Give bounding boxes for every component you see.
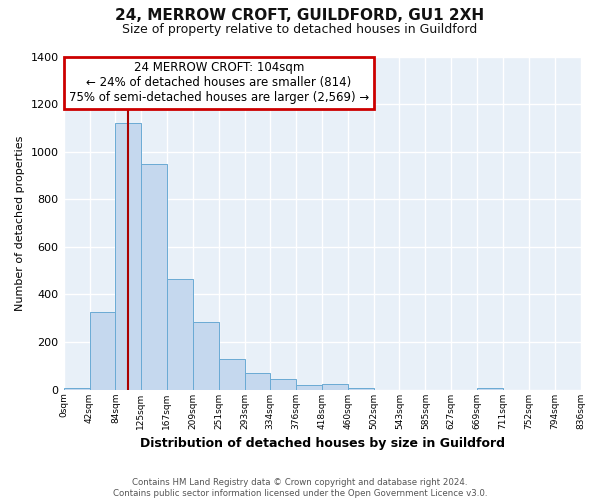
Bar: [322, 384, 348, 390]
Bar: [296, 385, 322, 390]
Text: Size of property relative to detached houses in Guildford: Size of property relative to detached ho…: [122, 22, 478, 36]
Bar: [348, 388, 374, 390]
Bar: [193, 322, 219, 390]
Bar: [115, 123, 141, 390]
X-axis label: Distribution of detached houses by size in Guildford: Distribution of detached houses by size …: [140, 437, 505, 450]
Bar: [477, 388, 503, 390]
Text: Contains HM Land Registry data © Crown copyright and database right 2024.
Contai: Contains HM Land Registry data © Crown c…: [113, 478, 487, 498]
Bar: [167, 279, 193, 390]
Y-axis label: Number of detached properties: Number of detached properties: [15, 136, 25, 310]
Bar: [89, 312, 115, 390]
Bar: [219, 358, 245, 390]
Bar: [141, 164, 167, 390]
Text: 24 MERROW CROFT: 104sqm
← 24% of detached houses are smaller (814)
75% of semi-d: 24 MERROW CROFT: 104sqm ← 24% of detache…: [69, 62, 369, 104]
Bar: [245, 373, 270, 390]
Bar: [270, 379, 296, 390]
Text: 24, MERROW CROFT, GUILDFORD, GU1 2XH: 24, MERROW CROFT, GUILDFORD, GU1 2XH: [115, 8, 485, 22]
Bar: [64, 388, 89, 390]
